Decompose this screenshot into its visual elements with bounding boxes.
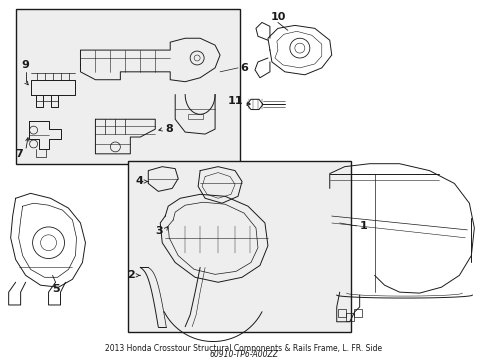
Text: 2: 2 [127,270,135,280]
Text: 8: 8 [165,124,173,134]
Text: 10: 10 [270,13,285,22]
Text: 7: 7 [15,149,22,159]
Text: 9: 9 [21,60,29,70]
Text: 6: 6 [240,63,247,73]
Text: 2013 Honda Crosstour Structural Components & Rails Frame, L. FR. Side: 2013 Honda Crosstour Structural Componen… [105,344,382,353]
Bar [128,161,350,332]
Text: 11: 11 [227,96,243,107]
Text: 1: 1 [359,221,366,231]
Bar [337,309,345,317]
Text: 3: 3 [155,226,163,236]
Bar [16,9,240,164]
Text: 60910-TP6-A00ZZ: 60910-TP6-A00ZZ [209,350,278,359]
Bar [353,309,361,317]
Bar [345,313,353,321]
Text: 4: 4 [135,176,143,186]
Bar [188,114,203,119]
Text: 5: 5 [52,284,59,294]
